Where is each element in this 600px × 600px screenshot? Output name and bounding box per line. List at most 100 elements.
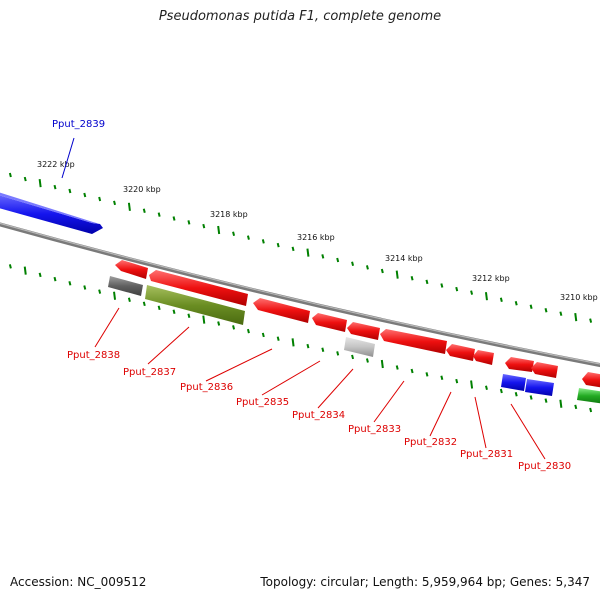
upper-minor-tick	[8, 172, 12, 178]
gene-pput-2835[interactable]	[253, 298, 310, 323]
lower-minor-tick	[440, 375, 444, 381]
lower-minor-tick	[261, 332, 265, 338]
gene-pput-2838-marker	[108, 276, 143, 296]
lower-minor-tick	[395, 365, 399, 370]
lower-major-tick	[23, 266, 27, 275]
gene-pput-2839[interactable]	[0, 191, 103, 234]
label-pput-2831: Pput_2831	[460, 449, 513, 460]
upper-minor-tick	[470, 290, 474, 295]
upper-minor-tick	[440, 283, 444, 288]
lower-minor-tick	[336, 351, 340, 356]
lower-minor-tick	[187, 313, 191, 318]
upper-major-tick	[574, 313, 578, 322]
label-pput-2833: Pput_2833	[348, 424, 401, 435]
gene-pput-2834[interactable]	[312, 313, 347, 332]
upper-minor-tick	[321, 254, 325, 259]
upper-minor-tick	[113, 200, 116, 206]
upper-minor-tick	[380, 268, 384, 274]
upper-minor-tick	[202, 223, 206, 229]
gene-pput-2830[interactable]	[501, 357, 558, 396]
gene-pput-2833[interactable]	[347, 322, 380, 340]
scale-label-3220: 3220 kbp	[123, 185, 161, 194]
scale-label-3214: 3214 kbp	[385, 254, 423, 263]
lower-minor-tick	[425, 372, 429, 377]
label-pput-2834: Pput_2834	[292, 410, 345, 421]
lower-tick-row	[8, 264, 593, 413]
genome-summary-text: Topology: circular; Length: 5,959,964 bp…	[260, 575, 590, 589]
lower-minor-tick	[246, 328, 250, 334]
label-pput-2835: Pput_2835	[236, 397, 289, 408]
label-pput-2832: Pput_2832	[404, 437, 457, 448]
lower-major-tick	[291, 338, 295, 347]
upper-minor-tick	[172, 216, 176, 221]
label-pput-2838: Pput_2838	[67, 350, 120, 361]
genome-backbone-highlight	[0, 222, 600, 365]
lower-minor-tick	[485, 385, 488, 391]
lower-minor-tick	[172, 309, 176, 315]
lower-minor-tick	[589, 407, 593, 413]
upper-major-tick	[306, 248, 310, 257]
gene-pput-2833-rna[interactable]	[344, 337, 375, 357]
lower-minor-tick	[529, 395, 533, 400]
upper-minor-tick	[23, 176, 27, 182]
upper-minor-tick	[232, 231, 236, 237]
accession-text: Accession: NC_009512	[10, 575, 147, 589]
upper-minor-tick	[83, 192, 87, 198]
upper-minor-tick	[187, 220, 191, 225]
scale-label-3210: 3210 kbp	[560, 293, 598, 302]
leader-pput-2839	[61, 137, 75, 179]
lower-minor-tick	[38, 272, 42, 278]
lower-minor-tick	[306, 343, 310, 349]
lower-major-tick	[380, 359, 384, 369]
lower-major-tick	[470, 380, 474, 389]
gene-pput-2831[interactable]	[446, 344, 494, 365]
lower-minor-tick	[127, 297, 131, 303]
upper-minor-tick	[68, 188, 72, 194]
upper-minor-tick	[53, 184, 57, 190]
lower-minor-tick	[410, 368, 414, 374]
lower-major-tick	[113, 291, 117, 300]
map-title: Pseudomonas putida F1, complete genome	[158, 9, 442, 24]
label-pput-2830: Pput_2830	[518, 461, 571, 472]
label-pput-2839: Pput_2839	[52, 119, 105, 130]
lower-major-tick	[202, 315, 206, 324]
lower-minor-tick	[514, 392, 518, 397]
reverse-leader-lines	[94, 307, 546, 460]
upper-minor-tick	[514, 300, 518, 306]
genome-backbone	[0, 222, 600, 368]
upper-major-tick	[38, 178, 42, 188]
lower-minor-tick	[276, 336, 280, 341]
gene-pput-2837[interactable]	[145, 285, 245, 325]
upper-minor-tick	[365, 265, 369, 270]
gene-pput-2838[interactable]	[115, 260, 148, 279]
upper-minor-tick	[246, 235, 250, 240]
lower-minor-tick	[499, 388, 503, 394]
upper-major-tick	[127, 202, 131, 211]
upper-minor-tick	[410, 276, 414, 281]
upper-minor-tick	[142, 208, 146, 213]
gene-pput-2832[interactable]	[380, 329, 447, 354]
lower-minor-tick	[232, 325, 236, 330]
upper-major-tick	[484, 292, 488, 301]
lower-minor-tick	[321, 347, 325, 352]
upper-minor-tick	[336, 257, 340, 263]
upper-minor-tick	[276, 242, 280, 248]
upper-minor-tick	[529, 304, 533, 309]
lower-minor-tick	[544, 398, 548, 403]
gene-pput-2836[interactable]	[149, 270, 248, 306]
upper-minor-tick	[351, 261, 355, 266]
lower-minor-tick	[53, 276, 57, 282]
upper-minor-tick	[544, 307, 548, 313]
gene-offscreen-right[interactable]	[577, 372, 600, 404]
lower-minor-tick	[574, 404, 578, 410]
lower-minor-tick	[351, 354, 355, 360]
upper-minor-tick	[291, 246, 295, 252]
scale-label-3212: 3212 kbp	[472, 274, 510, 283]
upper-minor-tick	[425, 279, 429, 285]
upper-minor-tick	[261, 239, 265, 244]
lower-minor-tick	[8, 264, 12, 269]
upper-minor-tick	[589, 318, 593, 323]
scale-label-3216: 3216 kbp	[297, 233, 335, 242]
